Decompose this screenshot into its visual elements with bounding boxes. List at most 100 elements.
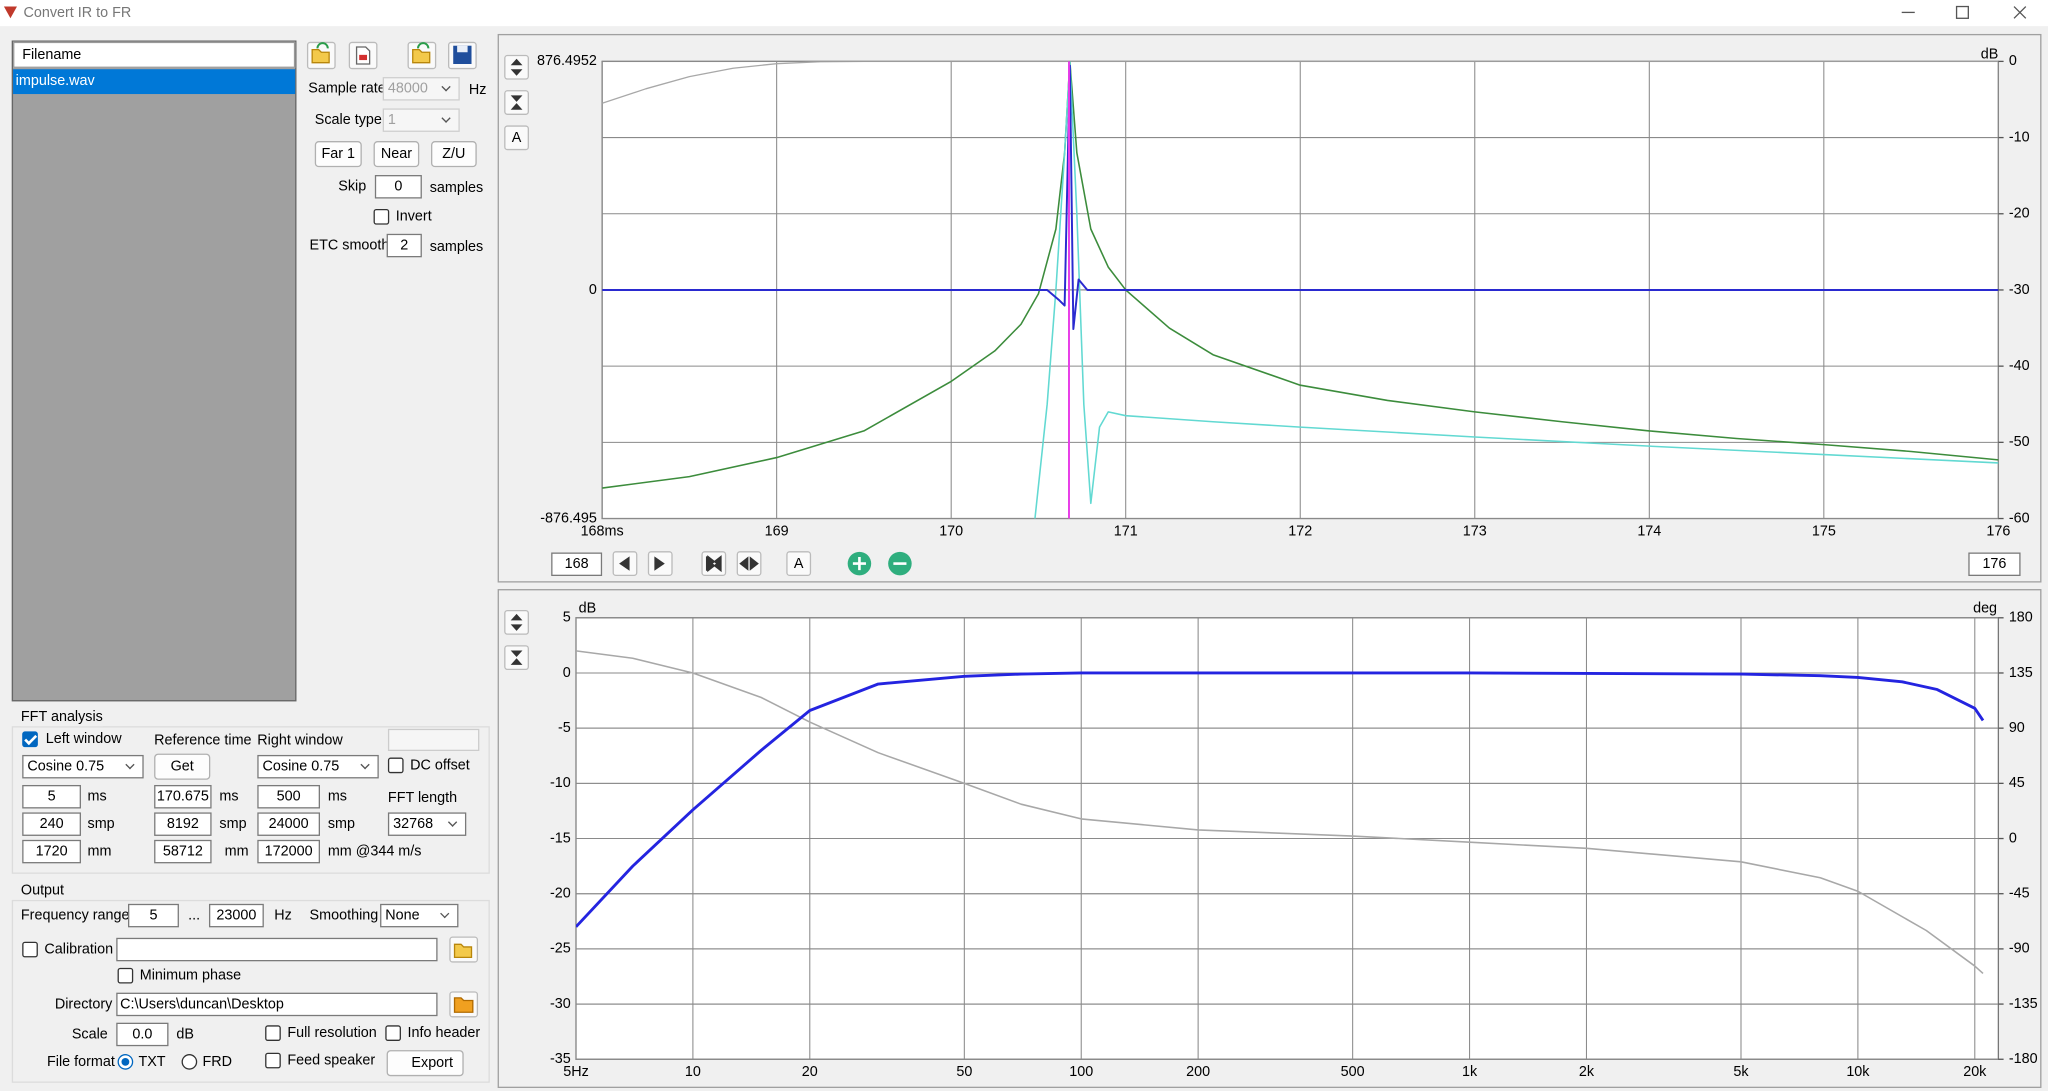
x-tick-label: 10k: [1846, 1064, 1870, 1080]
right-smp-input[interactable]: 24000: [257, 812, 320, 836]
skip-input[interactable]: 0: [374, 175, 422, 199]
chart-0: 168ms 169 170 171 172 173 174 175 176 876.4952 0 -8…: [537, 53, 2030, 539]
y-tick-label: 876.4952: [537, 53, 597, 69]
unit: smp: [87, 816, 115, 832]
zoom-y-button[interactable]: [504, 609, 529, 635]
far-button[interactable]: Far 1: [314, 141, 362, 168]
unit: mm: [224, 843, 249, 860]
scale-type-combo[interactable]: 1: [382, 108, 460, 132]
file-item[interactable]: impulse.wav: [13, 69, 296, 95]
end-input[interactable]: 176: [1968, 552, 2021, 576]
separator: ...: [188, 907, 201, 924]
freq-to-input[interactable]: 23000: [208, 903, 264, 928]
unit: smp: [219, 816, 247, 832]
frd-radio[interactable]: [181, 1054, 198, 1070]
group-title: FFT analysis: [20, 707, 103, 727]
y2-tick-label: -10: [2009, 129, 2030, 145]
shrink-y-button[interactable]: [504, 645, 529, 671]
label: FFT length: [387, 790, 458, 806]
x-tick-label: 170: [939, 523, 963, 539]
icon: [510, 58, 523, 76]
unit: ms: [327, 788, 347, 805]
x-tick-label: 176: [1986, 523, 2010, 539]
ref-smp-input[interactable]: 8192: [154, 812, 212, 836]
y2-tick-label: -40: [2009, 358, 2030, 374]
fft-length-combo[interactable]: 32768: [387, 812, 467, 836]
file-list[interactable]: [11, 40, 297, 702]
x-tick-label: 168ms: [581, 523, 624, 539]
icon: [705, 555, 722, 573]
group-title: Output: [20, 881, 65, 900]
ref-ms-input[interactable]: 170.675: [154, 784, 212, 809]
feed-speaker-checkbox[interactable]: [265, 1052, 281, 1069]
series-line: [575, 650, 1984, 975]
calibration-input[interactable]: [116, 937, 438, 962]
right-mm-input[interactable]: 172000: [257, 839, 320, 864]
auto-label: A: [794, 556, 804, 572]
auto-button[interactable]: [786, 551, 812, 576]
chart-1: 5Hz 10 20 50 100 200 500 1k 2k 5k 10k 20k50-5-10-15…: [550, 610, 2038, 1081]
icon: [510, 95, 523, 110]
scale-input[interactable]: 0.0: [116, 1022, 169, 1047]
freq-from-input[interactable]: 5: [127, 903, 179, 928]
full-resolution-checkbox[interactable]: [265, 1025, 281, 1041]
right-ms-input[interactable]: 500: [257, 784, 320, 809]
y-tick-label: -35: [550, 1051, 571, 1067]
icon: [654, 556, 665, 571]
x-tick-label: 5Hz: [563, 1064, 589, 1080]
label: Full resolution: [287, 1025, 377, 1041]
get-button[interactable]: Get: [154, 753, 211, 780]
icon: [739, 556, 759, 571]
maximize-button[interactable]: [1955, 5, 1969, 19]
series-line: [575, 671, 1985, 928]
x-tick-label: 2k: [1579, 1064, 1595, 1080]
label: Frequency range: [20, 907, 130, 924]
left-window-checkbox[interactable]: [22, 731, 38, 748]
y-tick-label: -15: [550, 830, 571, 846]
zu-button[interactable]: Z/U: [431, 141, 477, 168]
invert-checkbox[interactable]: [373, 208, 390, 225]
left-ms-input[interactable]: 5: [22, 784, 81, 809]
x-tick-label: 5k: [1733, 1064, 1749, 1080]
y2-tick-label: -45: [2009, 886, 2030, 902]
label: Skip: [338, 178, 367, 195]
sample-rate-combo[interactable]: 48000: [382, 77, 460, 101]
unit: smp: [327, 816, 355, 832]
near-button[interactable]: Near: [373, 141, 420, 168]
y2-tick-label: -135: [2009, 996, 2038, 1012]
label: FRD: [202, 1054, 232, 1070]
frequency-side-toolbar: [504, 609, 529, 671]
left-window-combo[interactable]: Cosine 0.75: [22, 754, 144, 779]
x-tick-label: 50: [956, 1064, 972, 1080]
txt-radio[interactable]: [117, 1054, 134, 1070]
x-tick-label: 10: [685, 1064, 701, 1080]
unit: dB: [176, 1026, 194, 1043]
info-header-checkbox[interactable]: [385, 1025, 401, 1041]
left-mm-input[interactable]: 1720: [22, 839, 81, 864]
zoom-in-x-button[interactable]: [701, 551, 727, 576]
minimum-phase-checkbox[interactable]: [117, 967, 134, 984]
y-tick-label: -30: [550, 996, 571, 1012]
dc-offset-checkbox[interactable]: [387, 757, 404, 774]
smoothing-combo[interactable]: None: [380, 903, 459, 928]
right-window-combo[interactable]: Cosine 0.75: [257, 754, 379, 779]
export-button[interactable]: Export: [386, 1050, 464, 1077]
start-input[interactable]: 168: [551, 552, 603, 576]
zoom-y-button[interactable]: [504, 54, 529, 80]
y-tick-label: -20: [550, 886, 571, 902]
y2-tick-label: -50: [2009, 434, 2030, 450]
y-tick-label: -876.495: [540, 510, 597, 526]
shrink-y-button[interactable]: [504, 90, 529, 115]
zoom-out-x-button[interactable]: [736, 551, 762, 576]
label: Scale: [71, 1026, 108, 1043]
directory-input[interactable]: C:\Users\duncan\Desktop: [116, 992, 438, 1017]
left-smp-input[interactable]: 240: [22, 812, 81, 836]
ref-mm-input[interactable]: 58712: [154, 839, 212, 864]
series-line: [1034, 61, 1999, 519]
calibration-checkbox[interactable]: [22, 941, 38, 958]
etc-smooth-input[interactable]: 2: [386, 233, 422, 258]
auto-button[interactable]: [504, 125, 529, 151]
close-button[interactable]: [2013, 6, 2027, 19]
y2-tick-label: 180: [2009, 610, 2033, 626]
